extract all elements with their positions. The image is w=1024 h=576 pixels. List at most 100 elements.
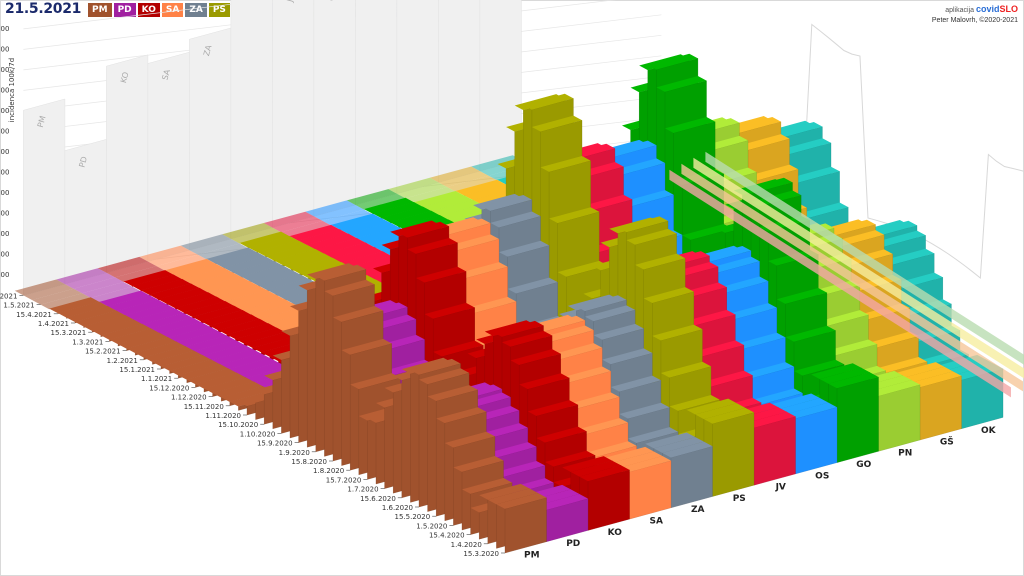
bar-top-sa [569, 392, 620, 409]
region-button-pm[interactable]: PM [88, 3, 112, 17]
bar-top-sa [552, 343, 603, 360]
bar-top-ps [256, 240, 307, 257]
bar-top-ko [562, 456, 613, 472]
brand: aplikacija covidSLO Peter Malovrh, ©2020… [932, 4, 1018, 26]
bar-top-pm [333, 306, 384, 322]
bar-top-za [266, 278, 317, 295]
bar-top-sa [612, 451, 663, 468]
bar-top-gš [868, 331, 919, 348]
bar-top-os [778, 398, 829, 414]
floor-os [322, 209, 373, 226]
bar-top-pm [143, 346, 194, 363]
bar-ps [712, 412, 755, 497]
back-wall-label: SA [161, 68, 173, 81]
bar-top-ps [282, 253, 333, 270]
back-wall-bar [106, 54, 149, 274]
bar-top-ko [545, 450, 596, 467]
bar-top-ps [686, 398, 737, 415]
bar-top-go [647, 53, 698, 70]
y-tick-label: 600 [0, 168, 9, 176]
bar-top-gš [730, 117, 781, 133]
threshold-band [705, 151, 1024, 365]
bar-top-os [752, 388, 803, 405]
bar-top-ko [398, 221, 449, 238]
bar-top-pd [193, 339, 244, 356]
bar-top-pd [107, 295, 158, 312]
bar-pn [878, 384, 921, 452]
floor-pn [388, 177, 439, 194]
bar-top-pm [315, 264, 366, 281]
floor-ps [222, 223, 273, 239]
bar-top-pm [324, 279, 375, 296]
bar-jv [753, 416, 796, 486]
bar-top-ps [669, 395, 720, 411]
bar-top-go [389, 210, 440, 227]
bar-top-za [241, 265, 292, 282]
bar-top-os [623, 190, 674, 207]
bar-top-ps [540, 155, 591, 172]
floor-jv [272, 216, 323, 233]
bar-top-sa [259, 307, 310, 324]
bar-top-sa [199, 276, 250, 293]
bar-top-za [593, 323, 644, 340]
bar-top-pm [436, 407, 487, 424]
bar-top-ps [523, 93, 574, 110]
bar-top-os [700, 245, 751, 262]
region-button-za[interactable]: ZA [185, 3, 207, 17]
back-wall-bar [396, 0, 439, 195]
date-tick-label: 1.10.2020 [240, 430, 276, 438]
bar-top-ok [884, 248, 935, 265]
floor-pd [82, 282, 133, 298]
bar-top-jv [582, 194, 633, 211]
floor-ko [115, 266, 166, 282]
bar-top-pm [109, 328, 160, 345]
region-button-pd[interactable]: PD [113, 3, 136, 17]
bar-top-os [769, 393, 820, 410]
bar-top-pd [99, 290, 150, 307]
bar-top-ps [643, 287, 694, 303]
region-button-sa[interactable]: SA [161, 3, 184, 17]
threshold-band [669, 169, 1011, 398]
floor-za [198, 243, 249, 260]
bar-top-pn [414, 191, 465, 207]
bar-top-pm [57, 301, 108, 318]
bar-top-pd [176, 331, 227, 347]
bar-top-za [499, 240, 550, 257]
bar-top-ps [617, 216, 668, 233]
date-tick-label: 15.9.2020 [257, 440, 293, 448]
bar-top-za [481, 195, 532, 211]
bar-top-pm [92, 319, 143, 336]
bar-top-pm [186, 368, 237, 385]
bar-top-sa [586, 441, 637, 458]
bar-top-sa [466, 296, 517, 313]
date-tick-label: 15.3.2020 [463, 550, 499, 558]
bar-top-go [776, 287, 827, 304]
bar-top-ko [407, 237, 458, 254]
bar-top-pm [135, 341, 186, 358]
y-axis-label: incidenca 100k/7d [8, 58, 16, 122]
date-tick-label: 15.2.2021 [85, 348, 121, 356]
bar-top-pm [487, 488, 538, 505]
bar-top-go [656, 76, 707, 92]
bar-top-sa [233, 294, 284, 311]
bar-top-za [576, 295, 627, 312]
back-wall-label: JV [285, 0, 296, 4]
bar-top-ko [226, 323, 277, 340]
bar-top-pm [75, 310, 126, 327]
bar-top-pm [195, 372, 246, 389]
bar-top-sa [173, 263, 224, 280]
date-tick-label: 1.2.2021 [107, 357, 138, 365]
bar-top-os [718, 276, 769, 293]
date-tick-label: 15.7.2020 [326, 476, 362, 484]
floor-go [346, 189, 397, 205]
bar-top-sa [603, 446, 654, 463]
bar-top-pm [444, 431, 495, 448]
bar-top-ko [218, 318, 269, 335]
bar-top-os [726, 303, 777, 319]
date-tick-label: 1.5.2020 [416, 522, 447, 530]
bar-top-os [331, 213, 382, 230]
date-tick-label: 1.3.2021 [72, 338, 103, 346]
category-label-ok: OK [981, 426, 997, 436]
category-label-sa: SA [650, 516, 663, 526]
